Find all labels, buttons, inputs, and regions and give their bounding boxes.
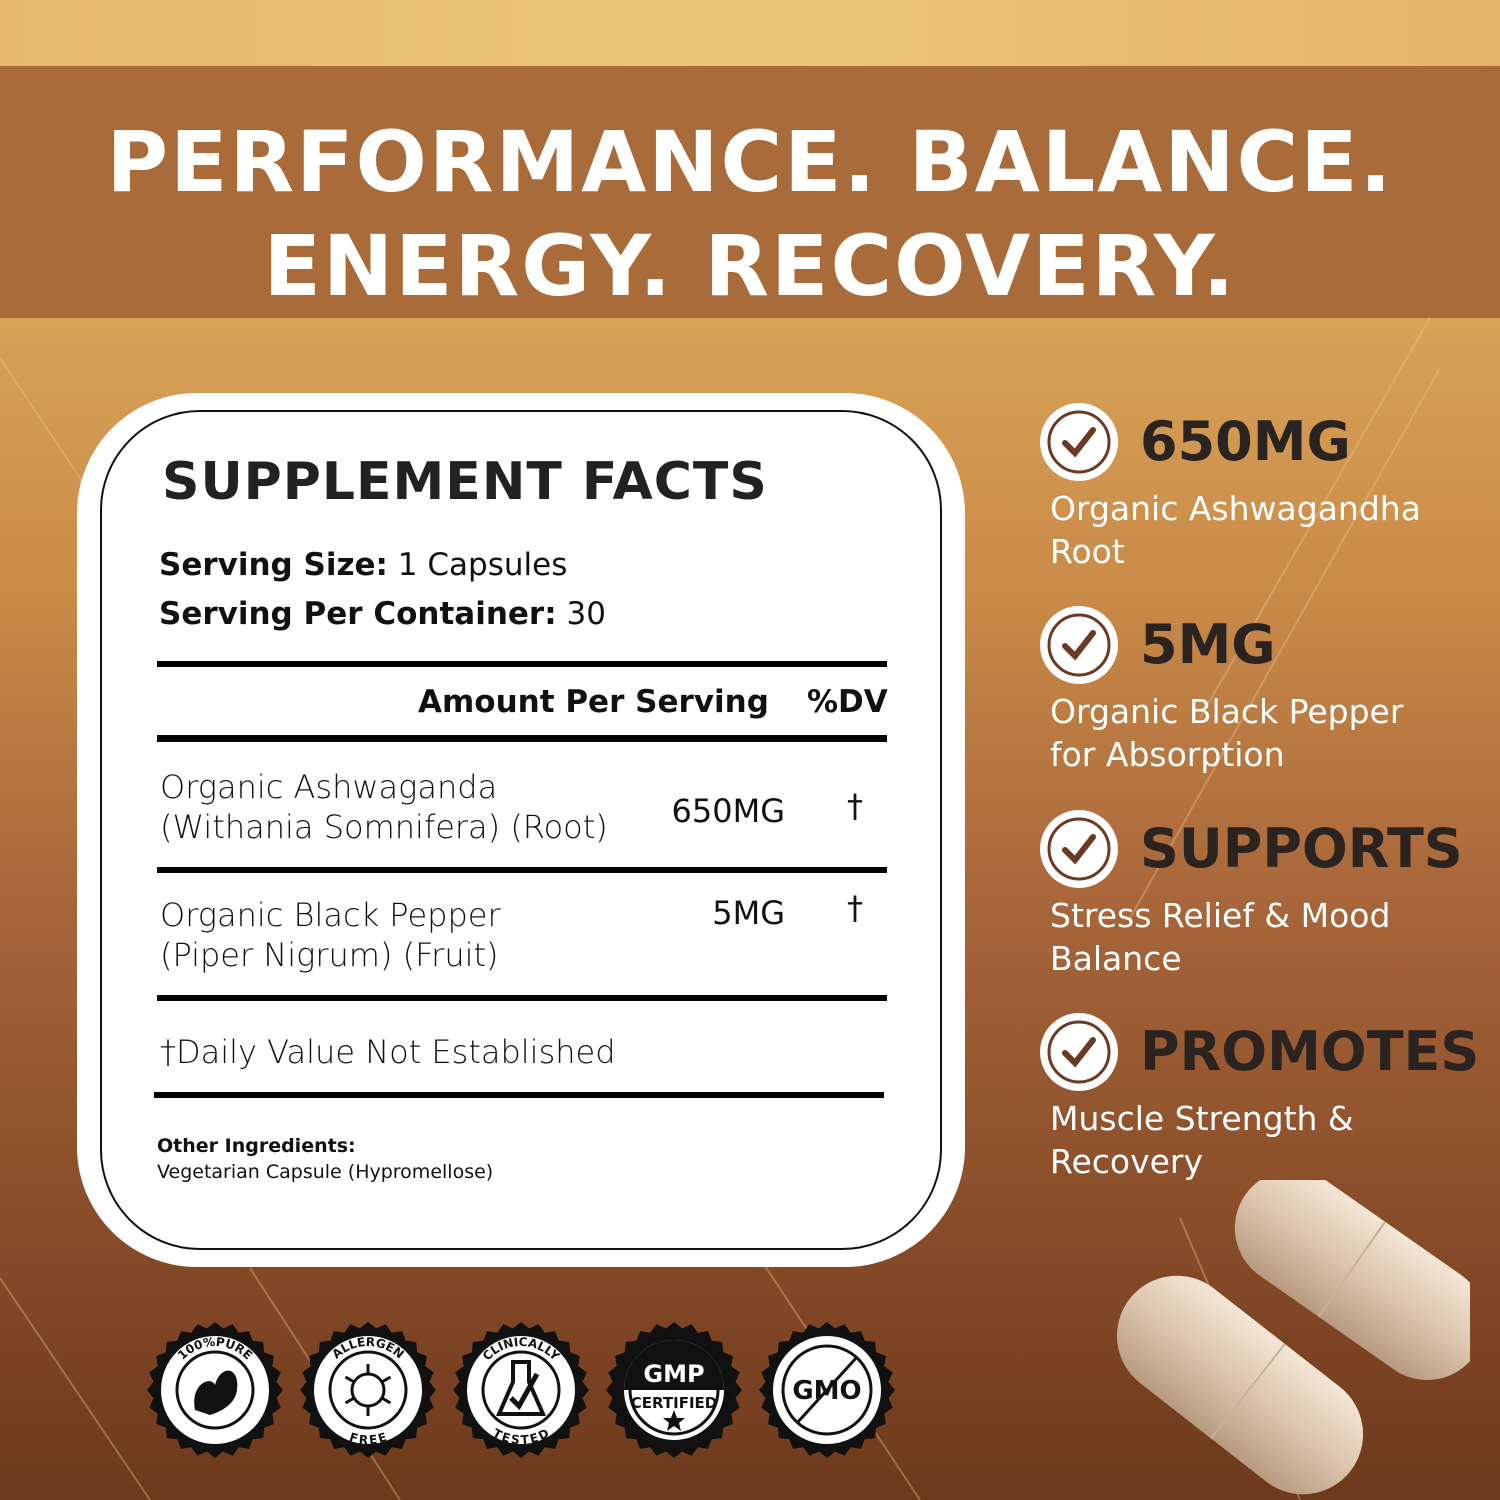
feature-title: SUPPORTS bbox=[1140, 817, 1463, 880]
serving-size: Serving Size: 1 Capsules bbox=[159, 547, 567, 583]
servings-label: Serving Per Container: bbox=[159, 596, 557, 632]
flask-check-icon bbox=[495, 1360, 547, 1416]
badge: GMP CERTIFIED bbox=[606, 1322, 742, 1458]
headline-line-2: ENERGY. RECOVERY. bbox=[263, 217, 1237, 315]
badge-text: TESTED bbox=[491, 1426, 552, 1447]
feature-description: Muscle Strength & Recovery bbox=[1050, 1097, 1470, 1183]
check-circle-icon bbox=[1040, 1013, 1118, 1091]
headline-line-1: PERFORMANCE. BALANCE. bbox=[106, 113, 1394, 211]
star-icon bbox=[663, 1410, 685, 1431]
ingredient-amount: 5MG bbox=[712, 894, 785, 932]
feature-description-line: Root bbox=[1050, 532, 1125, 571]
amount-header: Amount Per Serving bbox=[418, 684, 769, 720]
other-ingredients-value: Vegetarian Capsule (Hypromellose) bbox=[157, 1161, 494, 1183]
facts-title: SUPPLEMENT FACTS bbox=[162, 452, 768, 512]
feature-description: Organic Black Pepper for Absorption bbox=[1050, 690, 1470, 776]
capsules-image bbox=[1116, 1180, 1470, 1495]
ingredient-name-line: Organic Black Pepper bbox=[160, 896, 501, 934]
feature-description-line: Balance bbox=[1050, 939, 1182, 978]
svg-text:TESTED: TESTED bbox=[491, 1426, 552, 1447]
check-circle-icon bbox=[1040, 403, 1118, 481]
dv-header: %DV bbox=[807, 684, 888, 720]
check-circle-icon bbox=[1040, 606, 1118, 684]
divider bbox=[157, 735, 887, 742]
feature-description-line: Stress Relief & Mood bbox=[1050, 896, 1391, 935]
feature-description: Organic Ashwagandha Root bbox=[1050, 487, 1470, 573]
divider bbox=[157, 867, 887, 873]
check-circle-icon bbox=[1040, 810, 1118, 888]
ingredient-dv: † bbox=[847, 787, 863, 825]
supplement-facts-card: SUPPLEMENT FACTS Serving Size: 1 Capsule… bbox=[77, 393, 965, 1267]
top-strip bbox=[0, 0, 1500, 66]
ingredient-name-line: (Piper Nigrum) (Fruit) bbox=[160, 936, 499, 974]
servings-per-container: Serving Per Container: 30 bbox=[159, 596, 606, 632]
no-gmo-icon bbox=[781, 1344, 873, 1436]
serving-size-value: 1 Capsules bbox=[387, 547, 568, 583]
feature-description-line: Muscle Strength & bbox=[1050, 1099, 1354, 1138]
servings-value: 30 bbox=[556, 596, 606, 632]
feature-title: 5MG bbox=[1140, 613, 1276, 676]
leaf-icon bbox=[194, 1370, 238, 1415]
badge-text: GMP bbox=[643, 1360, 704, 1388]
ingredient-dv: † bbox=[847, 889, 863, 927]
ingredient-name: Organic Ashwaganda (Withania Somnifera) (… bbox=[160, 767, 608, 847]
headline-banner: PERFORMANCE. BALANCE. ENERGY. RECOVERY. bbox=[0, 66, 1500, 318]
badge: 100%PURE bbox=[147, 1322, 283, 1458]
ingredient-name-line: (Withania Somnifera) (Root) bbox=[160, 808, 608, 846]
feature-description-line: Organic Ashwagandha bbox=[1050, 489, 1421, 528]
footnote: †Daily Value Not Established bbox=[160, 1033, 616, 1071]
divider bbox=[154, 1092, 884, 1098]
divider bbox=[157, 995, 887, 1001]
other-ingredients-label: Other Ingredients: bbox=[157, 1135, 356, 1157]
virus-icon bbox=[344, 1364, 392, 1416]
supplement-facts-panel: SUPPLEMENT FACTS Serving Size: 1 Capsule… bbox=[100, 410, 942, 1250]
feature-title: PROMOTES bbox=[1140, 1020, 1480, 1083]
ingredient-amount: 650MG bbox=[671, 792, 785, 830]
feature-title: 650MG bbox=[1140, 410, 1351, 473]
feature-description-line: for Absorption bbox=[1050, 735, 1285, 774]
feature-description-line: Recovery bbox=[1050, 1142, 1204, 1181]
feature-description: Stress Relief & Mood Balance bbox=[1050, 894, 1470, 980]
feature-description-line: Organic Black Pepper bbox=[1050, 692, 1404, 731]
badge: GMO bbox=[759, 1322, 895, 1458]
divider bbox=[157, 661, 887, 667]
serving-size-label: Serving Size: bbox=[159, 547, 388, 583]
badge-text: CERTIFIED bbox=[631, 1394, 717, 1412]
ingredient-name-line: Organic Ashwaganda bbox=[160, 768, 498, 806]
ingredient-name: Organic Black Pepper (Piper Nigrum) (Frui… bbox=[160, 895, 501, 975]
